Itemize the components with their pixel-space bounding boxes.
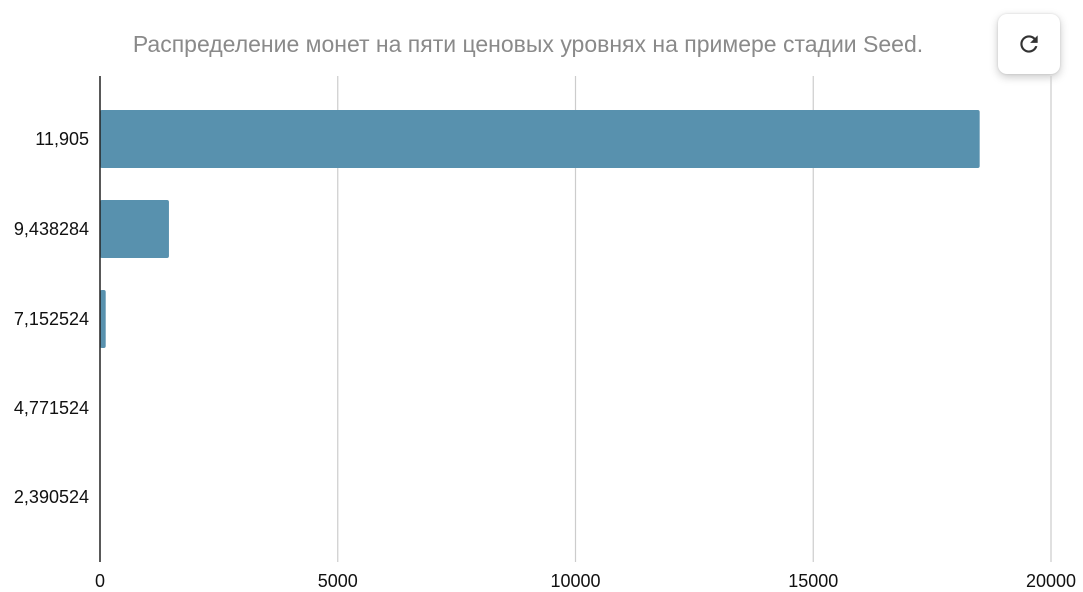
bar[interactable] xyxy=(100,200,169,258)
bar[interactable] xyxy=(100,290,106,348)
chart-title: Распределение монет на пяти ценовых уров… xyxy=(132,31,924,57)
y-tick-label: 11,905 xyxy=(35,129,89,149)
y-tick-label: 4,771524 xyxy=(14,398,89,418)
x-tick-label: 10000 xyxy=(550,571,600,591)
y-tick-label: 2,390524 xyxy=(14,487,89,507)
refresh-button[interactable] xyxy=(998,14,1060,74)
x-tick-label: 20000 xyxy=(1026,571,1076,591)
x-tick-label: 5000 xyxy=(318,571,358,591)
refresh-icon xyxy=(1020,35,1038,53)
y-tick-label: 7,152524 xyxy=(14,309,89,329)
bar[interactable] xyxy=(100,110,980,168)
x-tick-label: 15000 xyxy=(788,571,838,591)
x-tick-label: 0 xyxy=(95,571,105,591)
y-tick-label: 9,438284 xyxy=(14,219,89,239)
